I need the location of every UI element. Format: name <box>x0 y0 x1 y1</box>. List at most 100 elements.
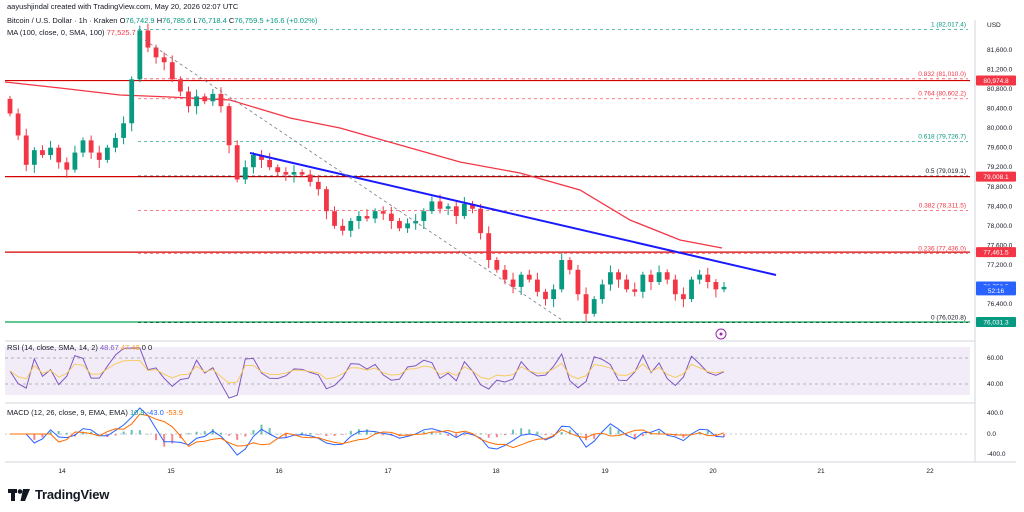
candle-body-28[interactable] <box>234 145 240 180</box>
candle-body-60[interactable] <box>494 260 500 270</box>
candle-body-24[interactable] <box>202 96 208 102</box>
candle-body-88[interactable] <box>721 286 727 290</box>
candle-body-5[interactable] <box>48 147 53 156</box>
candle-body-71[interactable] <box>583 294 589 314</box>
candle-body-45[interactable] <box>372 211 378 219</box>
candle-body-31[interactable] <box>259 155 264 160</box>
candle-body-17[interactable] <box>145 30 151 48</box>
candle-body-56[interactable] <box>461 203 467 217</box>
replay-icon[interactable] <box>715 328 727 340</box>
candle-body-13[interactable] <box>113 137 118 148</box>
candle-body-37[interactable] <box>307 174 313 182</box>
candle-body-80[interactable] <box>656 272 662 283</box>
candle-body-57[interactable] <box>470 203 475 209</box>
rsi-legend[interactable]: RSI (14, close, SMA, 14, 2) 48.67 47.48 … <box>7 343 152 352</box>
candle-body-67[interactable] <box>551 289 557 300</box>
candle-body-69[interactable] <box>567 260 573 270</box>
candle-body-10[interactable] <box>88 140 94 153</box>
candle-body-65[interactable] <box>534 279 540 292</box>
rsi-line[interactable] <box>9 347 725 399</box>
candle-body-81[interactable] <box>664 272 670 280</box>
candle-body-15[interactable] <box>129 79 135 124</box>
candle-body-74[interactable] <box>608 272 613 285</box>
candle-body-38[interactable] <box>315 181 321 190</box>
candle-body-29[interactable] <box>242 167 248 180</box>
candle-body-9[interactable] <box>80 140 86 153</box>
candle-body-77[interactable] <box>632 289 638 292</box>
candle-body-42[interactable] <box>348 220 354 231</box>
candle-body-64[interactable] <box>526 274 532 280</box>
candle-body-52[interactable] <box>429 201 435 212</box>
trendline-descending-resistance[interactable] <box>249 152 777 276</box>
macd-legend[interactable]: MACD (12, 26, close, 9, EMA, EMA) 10.9 -… <box>7 408 183 417</box>
symbol-name[interactable]: Bitcoin / U.S. Dollar · 1h · Kraken <box>7 16 118 25</box>
ma-100-line[interactable] <box>4 81 723 249</box>
candle-body-51[interactable] <box>421 211 427 221</box>
candle-body-72[interactable] <box>591 299 597 314</box>
candle-body-86[interactable] <box>705 274 711 283</box>
trendline-descending-dashed[interactable] <box>139 36 566 323</box>
candle-body-54[interactable] <box>445 206 451 209</box>
candle-body-6[interactable] <box>56 147 62 163</box>
candle-body-61[interactable] <box>502 269 508 280</box>
candle-body-79[interactable] <box>648 274 654 283</box>
candle-body-63[interactable] <box>518 274 524 287</box>
candle-body-73[interactable] <box>599 284 605 300</box>
candle-body-23[interactable] <box>194 96 200 107</box>
candle-body-62[interactable] <box>510 279 516 287</box>
candle-body-4[interactable] <box>40 150 45 156</box>
candle-body-44[interactable] <box>364 216 370 219</box>
candle-body-14[interactable] <box>121 123 126 138</box>
candle-body-33[interactable] <box>275 167 281 173</box>
candle-body-12[interactable] <box>104 147 110 160</box>
candle-body-3[interactable] <box>31 150 37 165</box>
candle-body-30[interactable] <box>251 155 256 168</box>
candle-body-27[interactable] <box>226 106 232 146</box>
candle-body-22[interactable] <box>186 91 191 107</box>
macd-signal-line[interactable] <box>10 413 725 449</box>
candle-body-66[interactable] <box>543 291 548 300</box>
candle-body-1[interactable] <box>15 113 21 136</box>
candle-body-20[interactable] <box>169 62 175 80</box>
candle-body-87[interactable] <box>713 282 719 290</box>
candle-body-84[interactable] <box>689 279 694 300</box>
candle-body-82[interactable] <box>672 279 678 295</box>
candle-body-36[interactable] <box>299 172 305 175</box>
candle-body-68[interactable] <box>559 260 565 290</box>
candle-body-55[interactable] <box>453 206 459 217</box>
candle-body-26[interactable] <box>218 93 224 107</box>
candle-body-8[interactable] <box>72 152 78 170</box>
tradingview-logo[interactable]: TradingView <box>8 487 109 502</box>
candle-body-53[interactable] <box>437 201 443 209</box>
candle-body-48[interactable] <box>397 220 402 229</box>
candle-body-83[interactable] <box>681 294 686 300</box>
candle-body-78[interactable] <box>640 274 646 292</box>
candle-body-49[interactable] <box>405 223 410 229</box>
candle-body-0[interactable] <box>7 98 13 114</box>
candle-body-70[interactable] <box>575 269 581 295</box>
candle-body-35[interactable] <box>291 172 297 175</box>
candle-body-2[interactable] <box>23 135 29 165</box>
candle-body-76[interactable] <box>624 279 630 290</box>
candle-body-21[interactable] <box>177 79 183 92</box>
candle-body-18[interactable] <box>153 47 159 58</box>
candle-body-40[interactable] <box>332 211 337 226</box>
candle-body-41[interactable] <box>340 225 346 231</box>
ma-legend[interactable]: MA (100, close, 0, SMA, 100) 77,525.7 <box>7 28 136 37</box>
macd-line[interactable] <box>10 407 725 456</box>
candle-body-39[interactable] <box>324 189 329 212</box>
rsi-ma-line[interactable] <box>9 360 725 384</box>
candle-body-25[interactable] <box>210 93 216 102</box>
candle-body-32[interactable] <box>267 159 273 168</box>
candle-body-7[interactable] <box>64 162 70 170</box>
candle-body-47[interactable] <box>388 213 394 221</box>
candle-body-11[interactable] <box>96 152 102 160</box>
candle-body-75[interactable] <box>616 272 621 280</box>
candle-body-46[interactable] <box>380 211 386 214</box>
candle-body-43[interactable] <box>356 216 362 221</box>
candle-body-19[interactable] <box>161 57 167 63</box>
candle-body-85[interactable] <box>697 274 703 280</box>
candle-body-59[interactable] <box>486 233 492 261</box>
candle-body-16[interactable] <box>137 30 143 80</box>
